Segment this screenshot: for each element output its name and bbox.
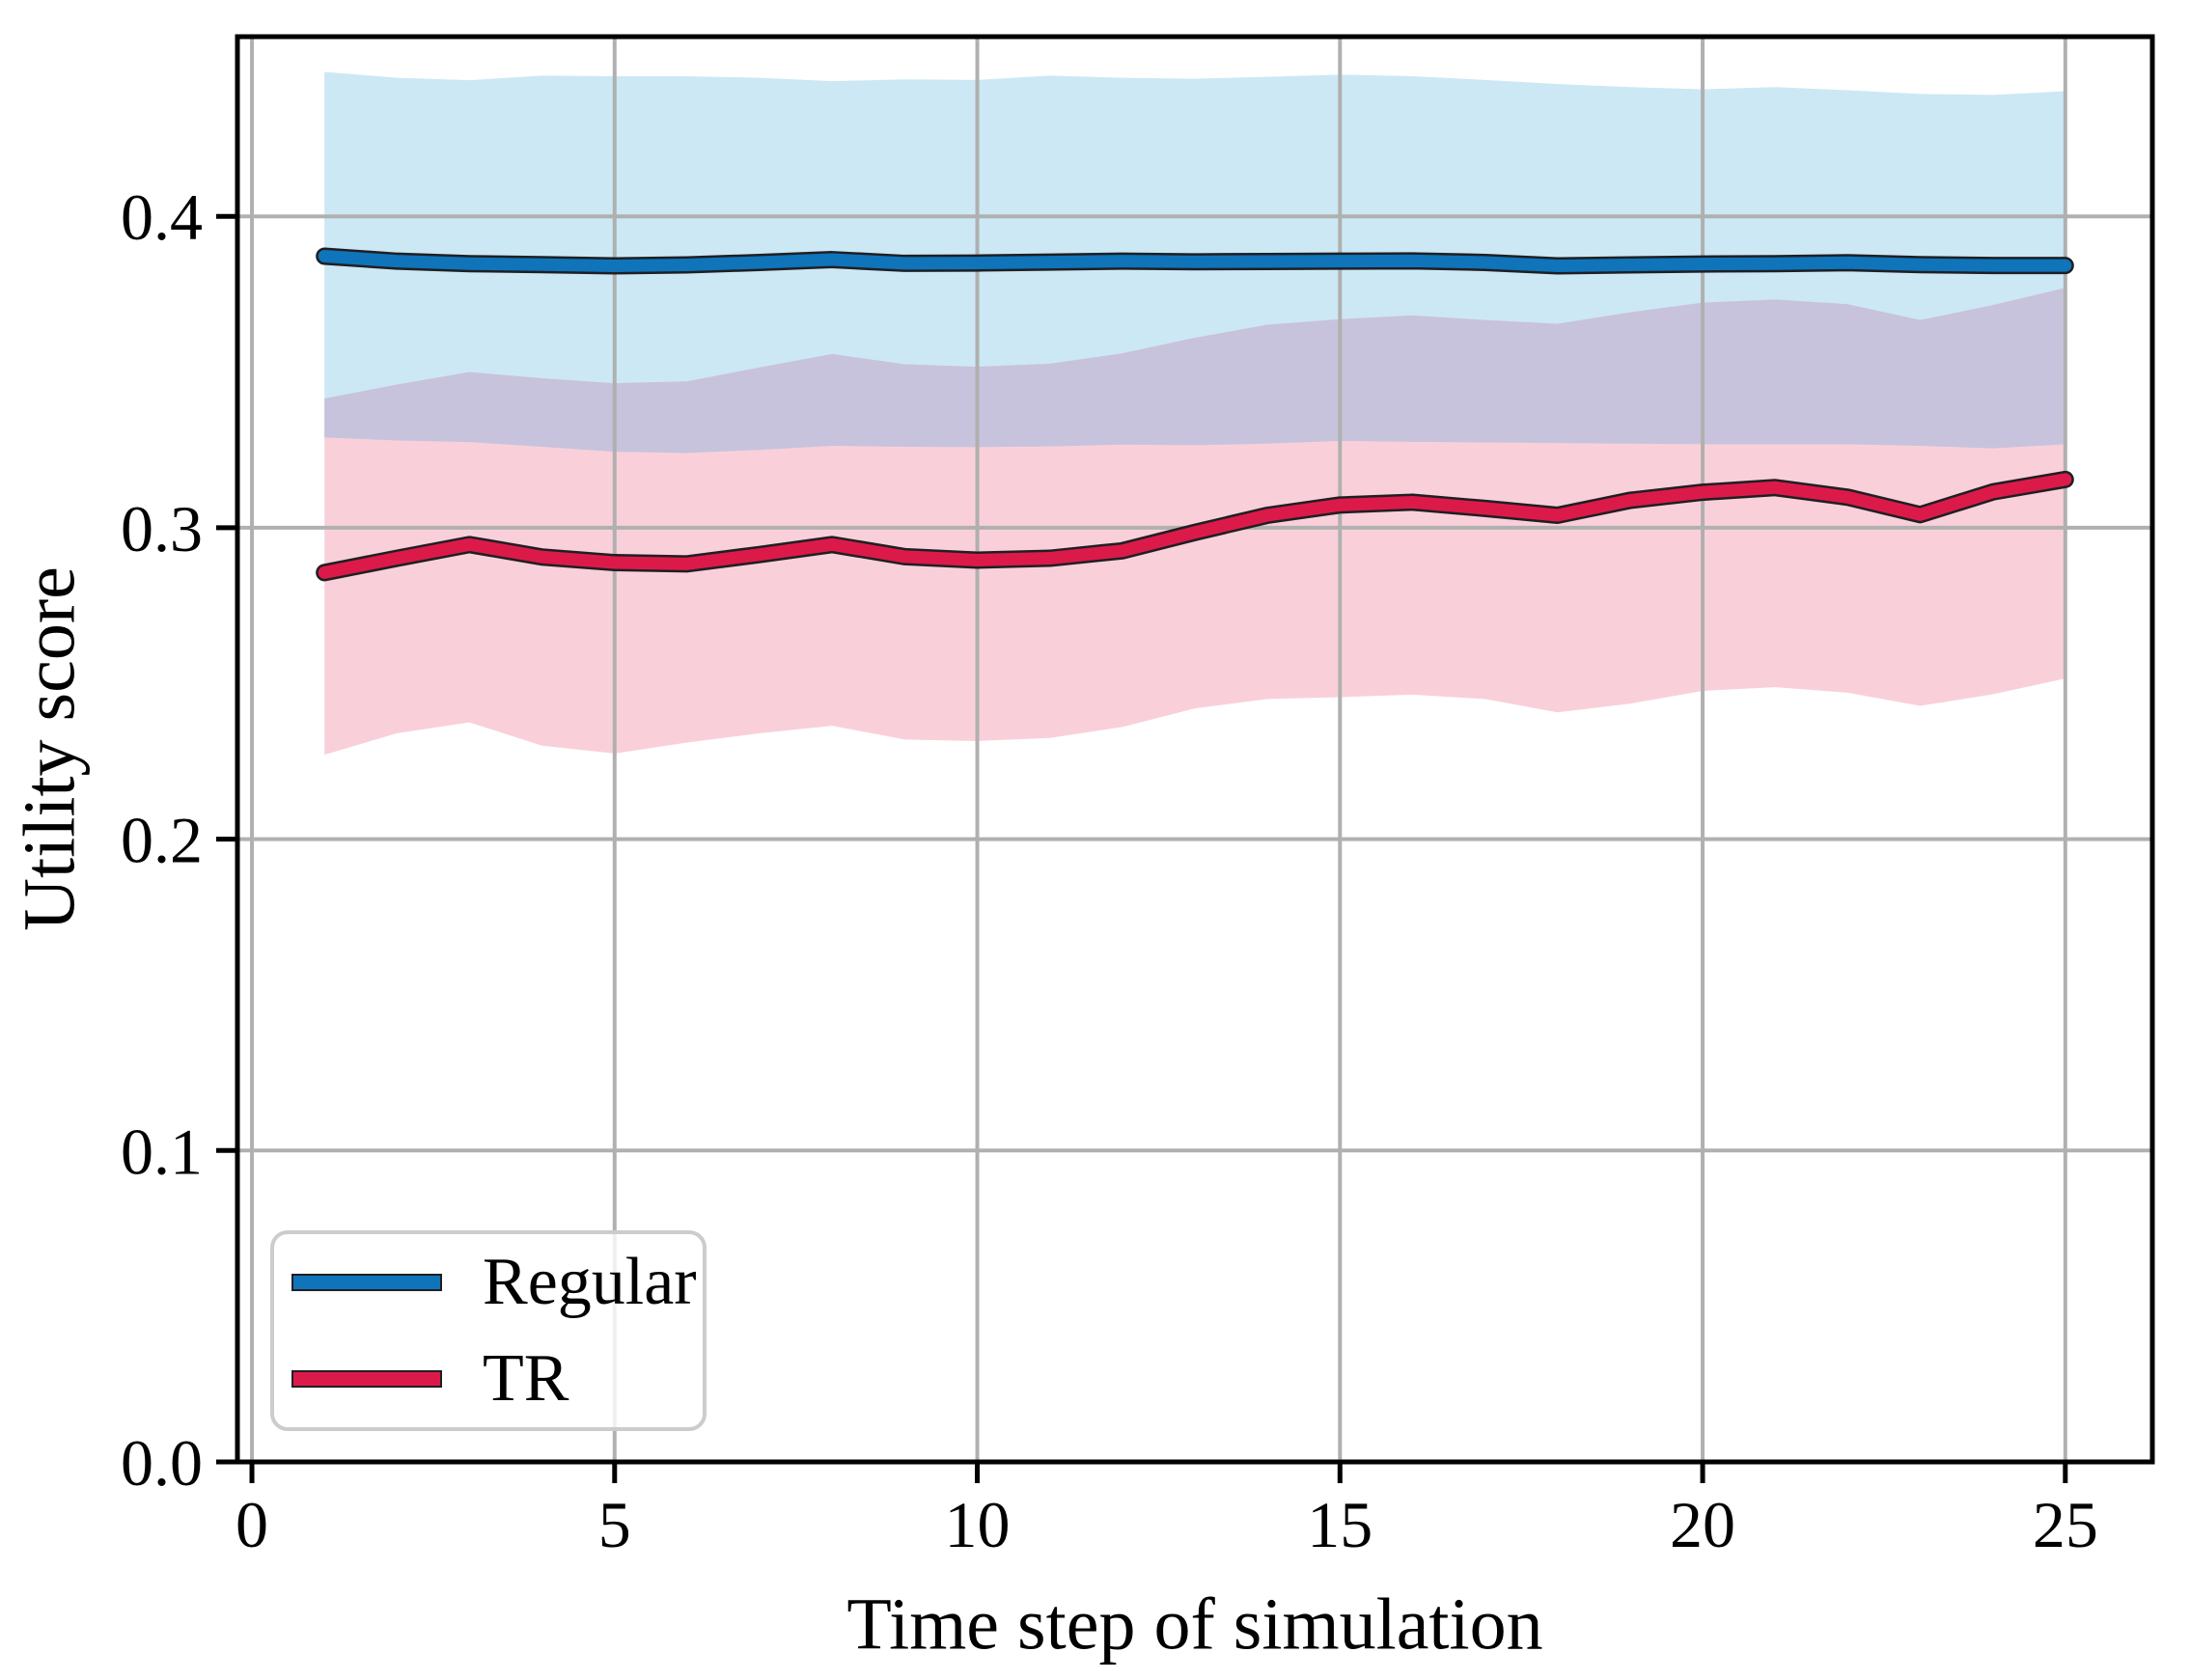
x-tick-label: 5 [598, 1488, 631, 1561]
x-tick-label: 25 [2033, 1488, 2098, 1561]
legend-box: Regular TR [270, 1230, 707, 1431]
axis-frame [235, 34, 2155, 1465]
legend-item-tr: TR [291, 1345, 703, 1413]
legend-label-tr: TR [483, 1341, 569, 1416]
band-overlap-region [324, 288, 2065, 454]
legend-item-regular: Regular [291, 1249, 703, 1316]
tr-line [318, 473, 2072, 579]
legend-label-regular: Regular [483, 1245, 697, 1319]
x-axis-title: Time step of simulation [846, 1584, 1543, 1666]
y-tick-label: 0.2 [121, 804, 203, 877]
x-tick-label: 20 [1670, 1488, 1735, 1561]
regular-line [318, 250, 2072, 273]
y-tick-label: 0.0 [121, 1426, 203, 1500]
y-tick-label: 0.3 [121, 492, 203, 565]
x-tick-label: 10 [945, 1488, 1011, 1561]
y-tick-label: 0.4 [121, 180, 203, 254]
x-tick-label: 0 [236, 1488, 268, 1561]
regular-line-swatch [291, 1274, 442, 1291]
x-tick-label: 15 [1307, 1488, 1372, 1561]
y-tick-label: 0.1 [121, 1115, 203, 1188]
tr-line-swatch [291, 1370, 442, 1388]
y-axis-title: Utility score [9, 566, 91, 931]
